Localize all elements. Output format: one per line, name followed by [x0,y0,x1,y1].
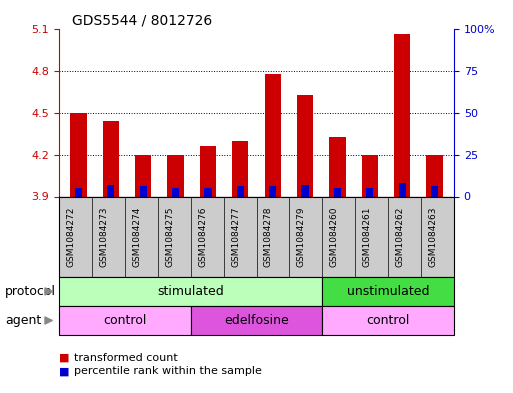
Text: control: control [366,314,410,327]
Text: GSM1084273: GSM1084273 [100,207,108,267]
Bar [265,74,281,196]
Bar [70,113,87,196]
Text: GDS5544 / 8012726: GDS5544 / 8012726 [72,14,212,28]
Bar [172,188,179,196]
Text: ■: ■ [59,366,69,376]
Bar [269,186,277,196]
Text: control: control [103,314,147,327]
Bar [236,186,244,196]
Bar [302,185,309,196]
Bar [140,186,147,196]
Text: GSM1084260: GSM1084260 [330,207,339,267]
Bar [103,121,119,196]
Text: transformed count: transformed count [74,353,178,363]
Bar [232,141,248,196]
Bar [431,186,438,196]
Text: GSM1084275: GSM1084275 [165,207,174,267]
Bar [297,95,313,196]
Bar [362,155,378,196]
Text: GSM1084278: GSM1084278 [264,207,273,267]
Bar [75,188,82,196]
Bar [399,183,406,196]
Bar [200,146,216,196]
Bar [426,155,443,196]
Text: percentile rank within the sample: percentile rank within the sample [74,366,262,376]
Bar [334,188,341,196]
Text: GSM1084272: GSM1084272 [67,207,75,267]
Bar [107,185,114,196]
Text: unstimulated: unstimulated [347,285,429,298]
Text: GSM1084261: GSM1084261 [363,207,372,267]
Bar [204,188,211,196]
Text: ■: ■ [59,353,69,363]
Bar [135,155,151,196]
Text: GSM1084277: GSM1084277 [231,207,240,267]
Text: agent: agent [5,314,42,327]
Bar [394,34,410,197]
Text: GSM1084276: GSM1084276 [198,207,207,267]
Text: GSM1084279: GSM1084279 [297,207,306,267]
Text: protocol: protocol [5,285,56,298]
Text: GSM1084263: GSM1084263 [428,207,438,267]
Bar [167,155,184,196]
Text: GSM1084262: GSM1084262 [396,207,405,267]
Text: stimulated: stimulated [157,285,224,298]
Text: edelfosine: edelfosine [224,314,289,327]
Text: GSM1084274: GSM1084274 [132,207,141,267]
Bar [366,188,373,196]
Bar [329,137,346,196]
